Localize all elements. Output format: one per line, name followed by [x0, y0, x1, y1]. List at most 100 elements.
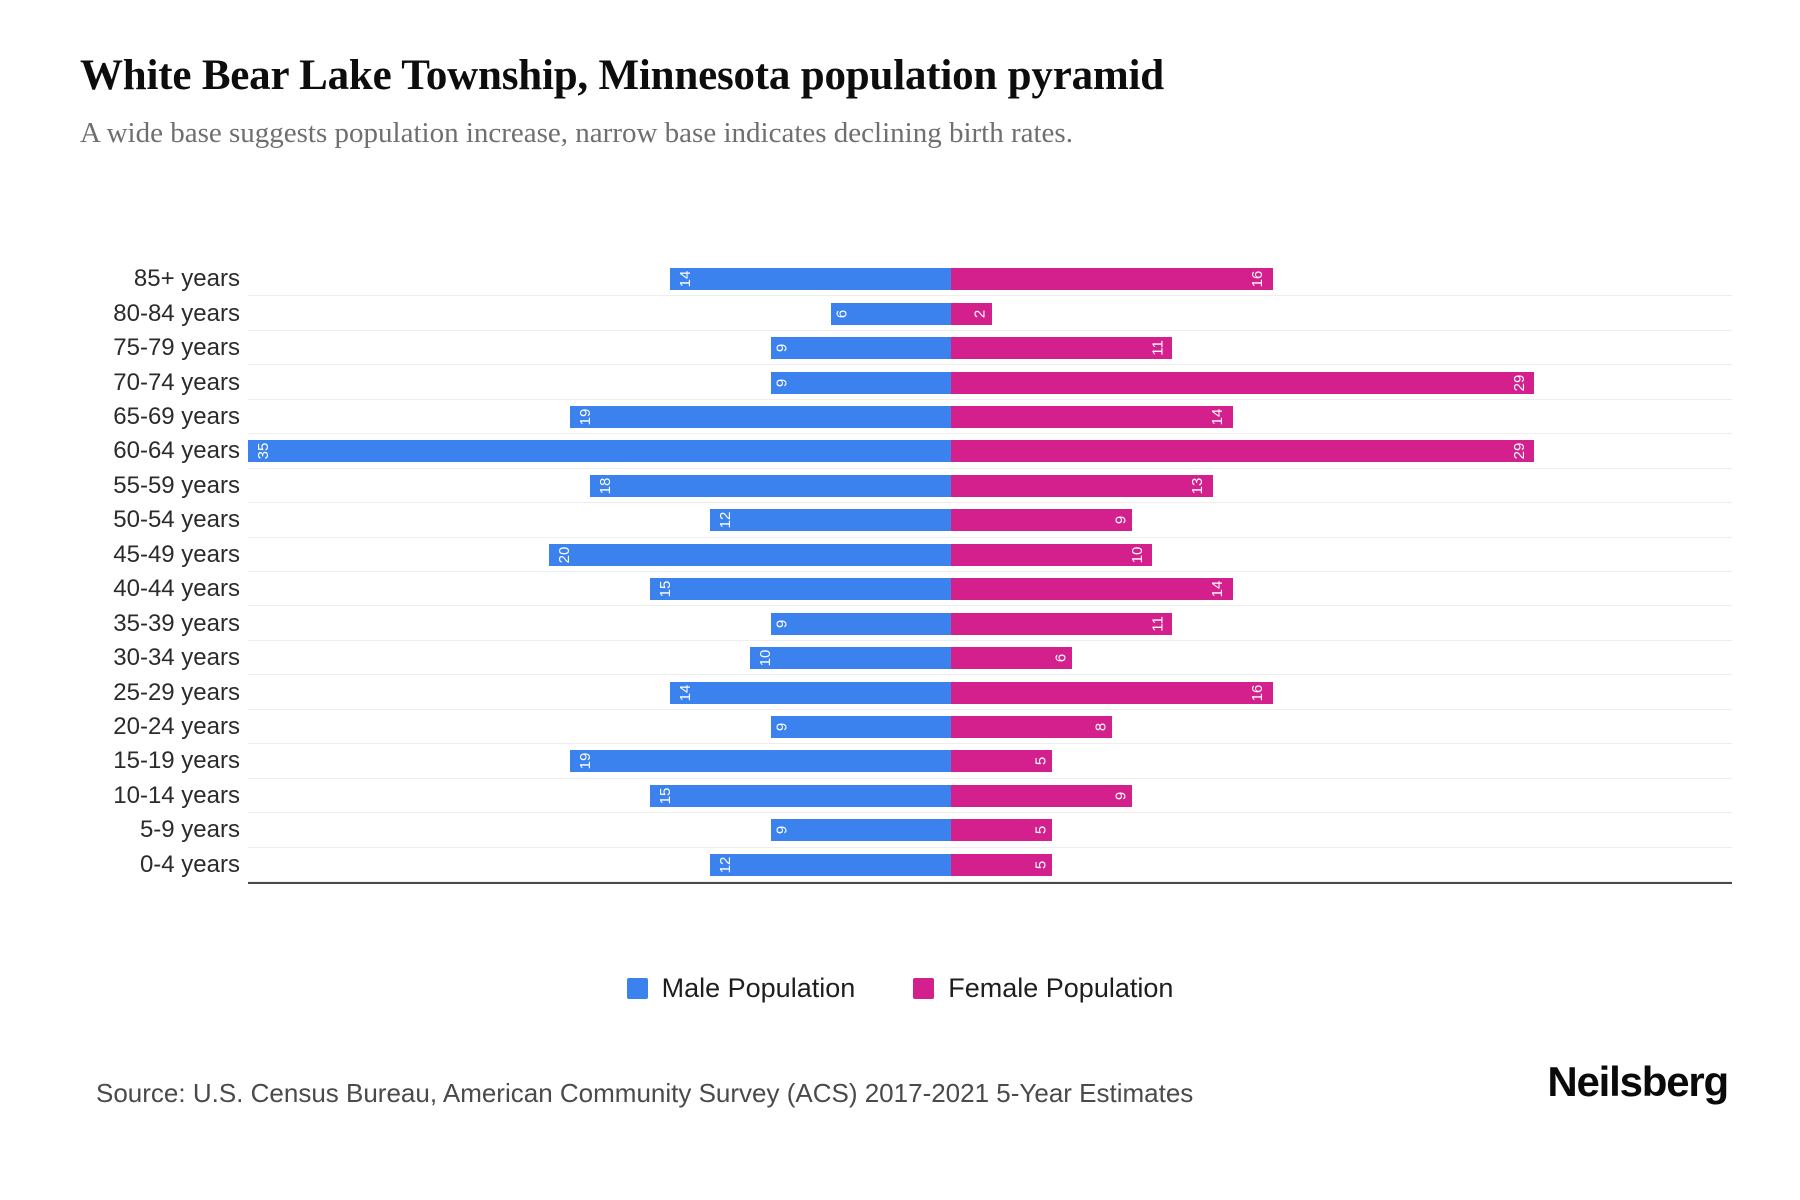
y-axis-tick-label: 50-54 years: [113, 506, 240, 534]
bar-female[interactable]: 9: [951, 784, 1133, 807]
pyramid-row: 18 13: [248, 474, 1732, 497]
bar-value-label: 15: [656, 580, 674, 598]
gridline: [248, 398, 1732, 400]
bar-female[interactable]: 8: [951, 716, 1113, 738]
bar-female[interactable]: 29: [951, 371, 1535, 394]
bar-value-label: 35: [254, 443, 272, 460]
y-axis-tick-label: 55-59 years: [113, 471, 240, 499]
pyramid-row: 35 29: [248, 440, 1732, 463]
gridline: [248, 777, 1732, 779]
pyramid-row: 19 5: [248, 750, 1732, 773]
page-title: White Bear Lake Township, Minnesota popu…: [80, 52, 1164, 99]
bar-female[interactable]: 10: [951, 543, 1153, 566]
y-axis-tick-label: 30-34 years: [113, 644, 240, 672]
y-axis-tick-label: 25-29 years: [113, 678, 240, 706]
bar-value-label: 14: [1208, 580, 1226, 598]
bar-value-label: 9: [773, 826, 791, 835]
bar-male[interactable]: 14: [670, 268, 952, 291]
gridline: [248, 467, 1732, 469]
bar-male[interactable]: 15: [649, 784, 952, 807]
y-axis-tick-label: 85+ years: [133, 265, 240, 293]
y-axis-tick-label: 5-9 years: [139, 816, 240, 844]
legend-item-female[interactable]: Female Population: [913, 975, 1173, 1002]
bar-value-label: 15: [656, 787, 674, 805]
legend-swatch-male-icon: [626, 978, 648, 999]
bar-female[interactable]: 14: [951, 406, 1233, 428]
bar-male[interactable]: 10: [750, 647, 952, 670]
brand-logo: Neilsberg: [1547, 1058, 1729, 1105]
bar-value-label: 8: [1092, 722, 1110, 732]
bar-value-label: 18: [596, 477, 614, 495]
y-axis-tick-label: 15-19 years: [113, 747, 240, 775]
bar-male[interactable]: 9: [770, 819, 952, 842]
bar-male[interactable]: 9: [770, 716, 952, 738]
y-axis-tick-label: 75-79 years: [113, 334, 240, 362]
y-axis-tick-label: 40-44 years: [113, 575, 240, 603]
pyramid-row: 14 16: [248, 681, 1732, 704]
bar-female[interactable]: 11: [951, 612, 1173, 635]
bar-female[interactable]: 11: [951, 337, 1173, 360]
bars-area: 14 16 6 2 9 11 9 29 19 14 35 29 18 13 12 9 20 10 15 14 9 11 10…: [248, 262, 1732, 882]
pyramid-row: 9 29: [248, 371, 1732, 394]
bar-value-label: 6: [1052, 653, 1070, 663]
bar-value-label: 9: [1112, 791, 1130, 801]
y-axis-tick-label: 0-4 years: [139, 850, 240, 878]
bar-female[interactable]: 2: [951, 302, 992, 325]
bar-male[interactable]: 6: [830, 302, 952, 325]
y-axis-tick-label: 65-69 years: [113, 403, 240, 430]
bar-male[interactable]: 20: [549, 543, 952, 566]
pyramid-row: 12 5: [248, 853, 1732, 876]
chart-legend: Male Population Female Population: [0, 975, 1800, 1002]
bar-female[interactable]: 9: [951, 509, 1133, 532]
y-axis-tick-label: 45-49 years: [113, 540, 240, 568]
bar-male[interactable]: 18: [589, 474, 952, 497]
bar-value-label: 11: [1149, 615, 1167, 632]
bar-male[interactable]: 9: [770, 337, 952, 360]
bar-male[interactable]: 14: [670, 681, 952, 704]
gridline: [248, 605, 1732, 607]
bar-value-label: 14: [676, 270, 694, 288]
y-axis-tick-label: 60-64 years: [113, 437, 240, 465]
bar-female[interactable]: 6: [951, 647, 1072, 670]
bar-value-label: 5: [1032, 860, 1050, 869]
bar-male[interactable]: 9: [770, 612, 952, 635]
bar-value-label: 16: [1249, 684, 1267, 701]
bar-value-label: 11: [1149, 340, 1167, 356]
bar-value-label: 19: [576, 753, 594, 770]
bar-male[interactable]: 12: [710, 853, 952, 876]
y-axis-tick-label: 70-74 years: [113, 368, 240, 396]
gridline: [248, 536, 1732, 538]
plot-area: 85+ years 80-84 years 75-79 years 70-74 yea…: [80, 262, 1740, 912]
bar-female[interactable]: 14: [951, 578, 1233, 601]
bar-male[interactable]: 19: [569, 750, 952, 773]
pyramid-row: 12 9: [248, 509, 1732, 532]
bar-female[interactable]: 5: [951, 853, 1052, 876]
bar-male[interactable]: 15: [649, 578, 952, 601]
bar-value-label: 9: [773, 722, 791, 732]
bar-value-label: 13: [1188, 477, 1206, 495]
bar-female[interactable]: 16: [951, 681, 1273, 704]
legend-item-male[interactable]: Male Population: [626, 975, 855, 1002]
gridline: [248, 295, 1732, 297]
bar-female[interactable]: 13: [951, 474, 1213, 497]
bar-value-label: 14: [676, 684, 694, 701]
pyramid-row: 9 11: [248, 612, 1732, 635]
bar-male[interactable]: 19: [569, 406, 952, 428]
y-axis-tick-label: 10-14 years: [113, 781, 240, 809]
bar-female[interactable]: 16: [951, 268, 1273, 291]
pyramid-row: 10 6: [248, 647, 1732, 670]
gridline: [248, 812, 1732, 814]
pyramid-row: 20 10: [248, 543, 1732, 566]
bar-female[interactable]: 29: [951, 440, 1535, 463]
bar-male[interactable]: 12: [710, 509, 952, 532]
bar-male[interactable]: 9: [770, 371, 952, 394]
bar-value-label: 14: [1208, 408, 1226, 426]
bar-female[interactable]: 5: [951, 819, 1052, 842]
legend-label-female: Female Population: [948, 973, 1174, 1003]
bar-value-label: 2: [971, 309, 989, 318]
bar-value-label: 29: [1510, 443, 1528, 460]
bar-female[interactable]: 5: [951, 750, 1052, 773]
gridline: [248, 674, 1732, 676]
bar-male[interactable]: 35: [248, 440, 952, 463]
